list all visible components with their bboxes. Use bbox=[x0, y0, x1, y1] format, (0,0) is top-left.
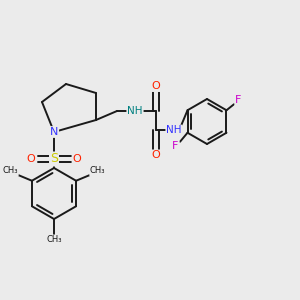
Text: O: O bbox=[73, 154, 82, 164]
Text: NH: NH bbox=[166, 125, 182, 136]
Text: O: O bbox=[152, 81, 160, 91]
Text: N: N bbox=[50, 127, 58, 137]
Text: F: F bbox=[172, 141, 179, 151]
Text: S: S bbox=[50, 152, 58, 166]
Text: O: O bbox=[26, 154, 35, 164]
Text: NH: NH bbox=[127, 106, 143, 116]
Text: CH₃: CH₃ bbox=[90, 166, 105, 175]
Text: CH₃: CH₃ bbox=[46, 235, 62, 244]
Text: O: O bbox=[152, 150, 160, 161]
Text: F: F bbox=[235, 95, 242, 105]
Text: CH₃: CH₃ bbox=[3, 166, 18, 175]
